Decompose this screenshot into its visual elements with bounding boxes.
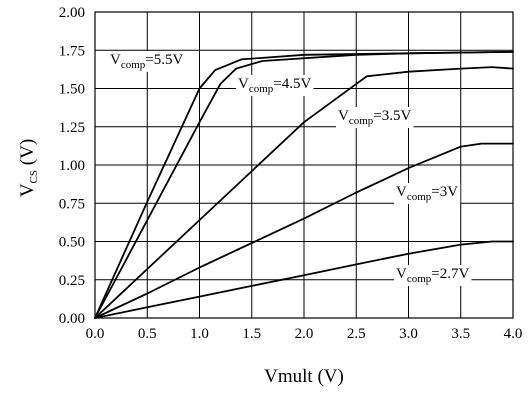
series-label-bg — [108, 51, 186, 72]
series-lines — [94, 50, 514, 319]
x-tick-label: 3.0 — [399, 326, 418, 342]
x-axis-label: Vmult (V) — [264, 366, 344, 387]
x-tick-label: 3.5 — [451, 326, 470, 342]
series-label-value: =3V — [431, 184, 458, 200]
series-label-2: Vcomp=3.5V — [338, 108, 412, 127]
y-tick-label: 0.75 — [59, 196, 85, 212]
series-label-value: =4.5V — [273, 76, 311, 92]
series-label-main: V — [396, 266, 407, 282]
series-label-bg — [394, 183, 461, 204]
series-label-sub: comp — [407, 191, 432, 203]
series-label-4: Vcomp=2.7V — [396, 266, 470, 285]
series-line-2 — [94, 66, 514, 319]
x-tick-label: 0.0 — [86, 326, 105, 342]
x-tick-label: 1.0 — [190, 326, 209, 342]
series-label-1: Vcomp=4.5V — [238, 76, 312, 95]
x-tick-label: 2.0 — [295, 326, 314, 342]
series-label-bg — [236, 75, 314, 96]
y-tick-label: 1.75 — [59, 43, 85, 59]
y-tick-label: 1.00 — [59, 158, 85, 174]
y-tick-label: 2.00 — [59, 5, 85, 21]
series-label-bg — [394, 265, 472, 286]
x-tick-label: 0.5 — [138, 326, 157, 342]
series-label-main: V — [238, 76, 249, 92]
series-line-4 — [94, 240, 514, 319]
series-label-value: =3.5V — [373, 108, 411, 124]
series-line-3 — [94, 142, 514, 319]
series-line-1 — [94, 50, 514, 319]
y-tick-label: 1.25 — [59, 120, 85, 136]
y-tick-label: 1.50 — [59, 82, 85, 98]
x-tick-label: 4.0 — [504, 326, 523, 342]
y-axis-ticks: 0.00 0.25 0.50 0.75 1.00 1.25 1.50 1.75 2.00 — [59, 5, 85, 327]
series-labels: Vcomp=5.5VVcomp=4.5VVcomp=3.5VVcomp=3VVc… — [108, 51, 472, 286]
x-axis-ticks: 0.0 0.5 1.0 1.5 2.0 2.5 3.0 3.5 4.0 — [86, 326, 523, 342]
y-axis-label-unit: (V) — [17, 139, 38, 170]
y-axis-label-sub: CS — [28, 170, 40, 183]
y-axis-label: VCS (V) — [17, 139, 40, 197]
y-tick-label: 0.50 — [59, 235, 85, 251]
series-label-value: =2.7V — [431, 266, 469, 282]
series-label-0: Vcomp=5.5V — [110, 52, 184, 71]
y-tick-label: 0.25 — [59, 273, 85, 289]
x-tick-label: 2.5 — [347, 326, 366, 342]
series-label-main: V — [338, 108, 349, 124]
series-label-sub: comp — [249, 83, 274, 95]
plot-frame — [94, 11, 514, 319]
series-label-bg — [336, 107, 414, 128]
series-label-main: V — [110, 52, 121, 68]
series-label-sub: comp — [407, 273, 432, 285]
series-label-sub: comp — [121, 59, 146, 71]
y-tick-label: 0.00 — [59, 311, 85, 327]
series-label-sub: comp — [349, 115, 374, 127]
series-label-main: V — [396, 184, 407, 200]
series-label-value: =5.5V — [145, 52, 183, 68]
y-axis-label-main: V — [17, 183, 38, 197]
series-label-3: Vcomp=3V — [396, 184, 458, 203]
x-tick-label: 1.5 — [242, 326, 261, 342]
